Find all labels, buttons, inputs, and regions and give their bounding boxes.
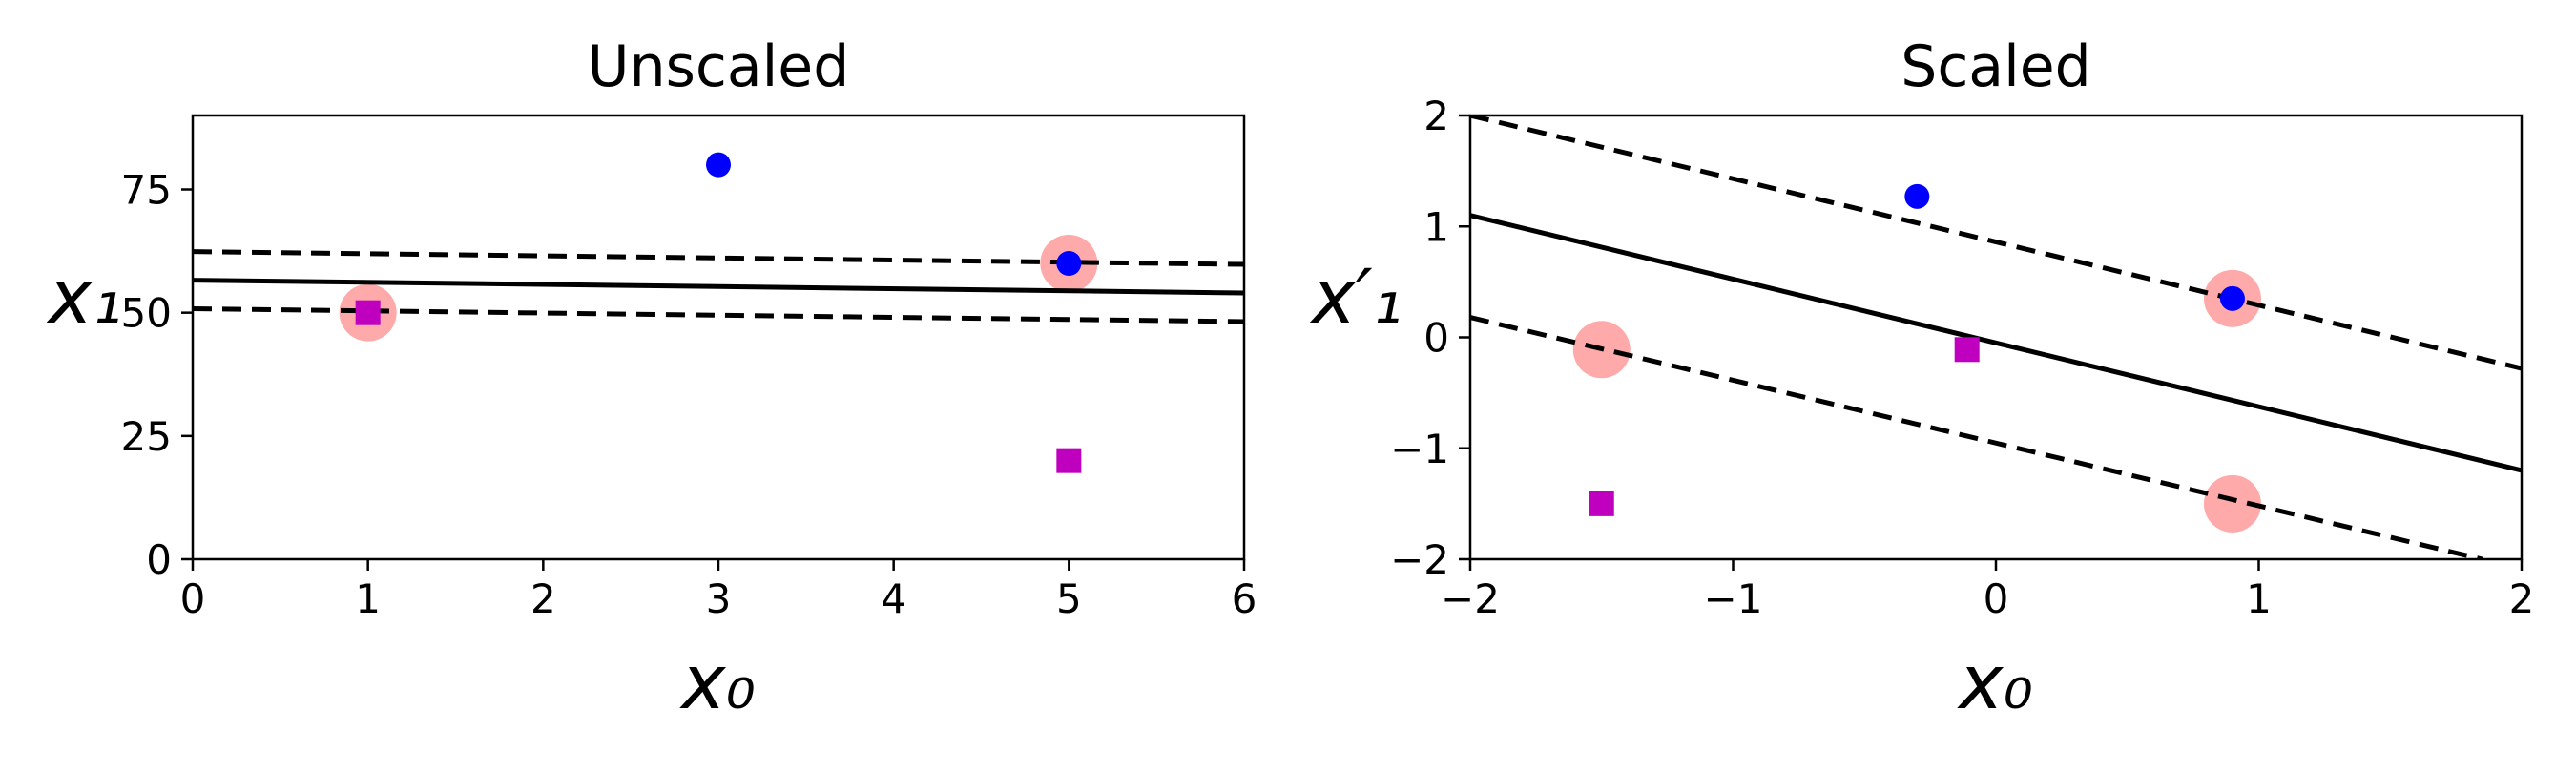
data-point-square <box>1589 491 1614 516</box>
x-axis-label: x₀ <box>678 640 755 726</box>
axes-frame <box>1468 114 2524 561</box>
data-point-square <box>1056 448 1082 473</box>
margin-line <box>1470 315 2483 559</box>
x-tick-label: 3 <box>706 575 732 622</box>
plot-area: 0 1 2 3 4 5 6 0 25 50 75 <box>121 114 1257 622</box>
x-tick-label: 0 <box>1984 575 2009 622</box>
x-axis-label: x₀ <box>1956 640 2032 726</box>
data-point-square <box>1954 337 1980 363</box>
y-tick-label: 25 <box>121 413 172 460</box>
x-tick-label: 1 <box>2246 575 2272 622</box>
y-tick-label: 1 <box>1423 203 1449 250</box>
plot-contents <box>193 152 1244 473</box>
data-point-circle <box>1056 251 1082 276</box>
y-tick-label: −1 <box>1390 426 1449 472</box>
y-tick-label: 0 <box>1423 315 1449 362</box>
x-tick-label: 6 <box>1232 575 1257 622</box>
data-point-circle <box>2219 285 2245 311</box>
y-tick-label: 75 <box>121 167 172 214</box>
x-tick-label: −2 <box>1441 575 1500 622</box>
y-tick-label: 2 <box>1423 93 1449 139</box>
x-tick-label: 2 <box>530 575 556 622</box>
x-tick-label: −1 <box>1704 575 1763 622</box>
chart-unscaled: Unscaled 0 1 2 3 4 5 6 0 25 50 75 x₀ x₁ <box>46 33 1257 726</box>
data-point-circle <box>1904 183 1930 209</box>
support-vector-highlight <box>2203 474 2261 533</box>
y-axis-label: x′₁ <box>1309 255 1402 341</box>
data-point-circle <box>706 152 731 178</box>
chart-scaled: Scaled −2 −1 0 1 2 −2 −1 0 1 2 x₀ x′₁ <box>1309 33 2535 726</box>
y-tick-label: 50 <box>121 290 172 337</box>
y-tick-label: −2 <box>1390 536 1449 583</box>
chart-title: Unscaled <box>588 33 850 100</box>
x-tick-label: 4 <box>881 575 906 622</box>
chart-title: Scaled <box>1901 33 2091 100</box>
margin-line <box>193 306 1244 324</box>
x-tick-label: 2 <box>2509 575 2535 622</box>
decision-boundary-line <box>193 278 1244 296</box>
data-point-square <box>355 300 381 325</box>
x-tick-label: 5 <box>1056 575 1082 622</box>
plot-contents <box>1470 115 2522 559</box>
y-axis-label: x₁ <box>46 255 122 341</box>
axes-frame <box>191 114 1246 561</box>
x-tick-label: 1 <box>355 575 381 622</box>
margin-line <box>1470 115 2522 371</box>
y-tick-label: 0 <box>146 536 172 583</box>
decision-boundary-line <box>1470 213 2522 473</box>
x-tick-label: 0 <box>180 575 206 622</box>
plot-area: −2 −1 0 1 2 −2 −1 0 1 2 <box>1390 93 2534 622</box>
